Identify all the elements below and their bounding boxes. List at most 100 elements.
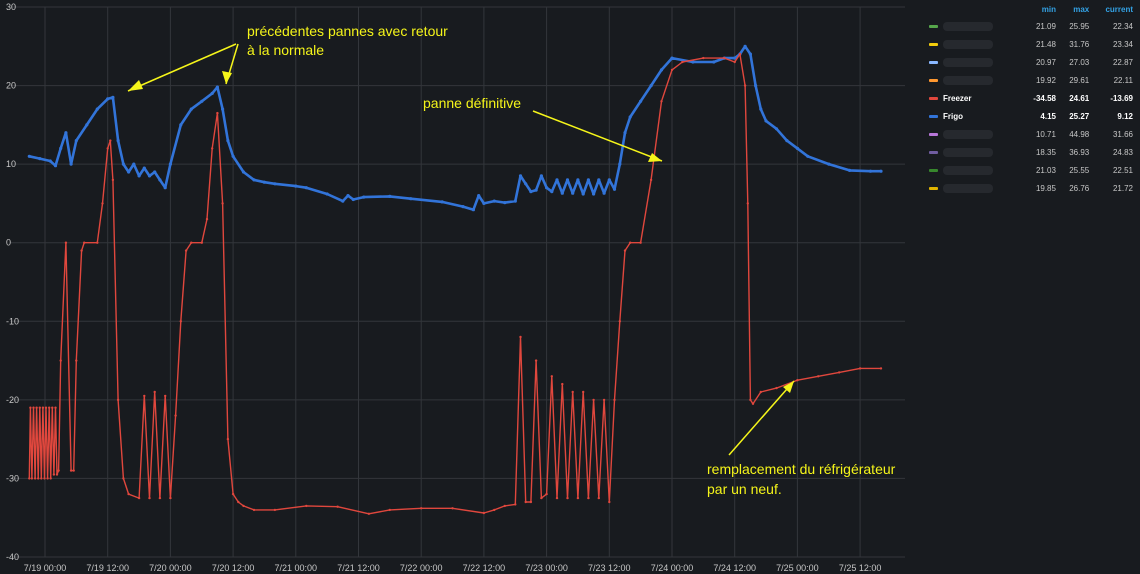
data-point [759, 390, 762, 394]
data-point [106, 147, 109, 150]
data-point [37, 477, 40, 480]
data-point [545, 186, 549, 190]
legend-header-min[interactable]: min [1041, 5, 1056, 14]
data-point [59, 146, 63, 150]
y-axis-ticks: 30 20 10 0 -10 -20 -30 -40 [6, 2, 19, 562]
data-point [83, 241, 86, 244]
data-point [72, 469, 75, 472]
legend: min max current 21.09 25.95 22.34 21.48 31.7… [927, 4, 1135, 197]
legend-swatch-icon [929, 186, 938, 190]
data-point [252, 178, 256, 182]
legend-current-value: 22.51 [1112, 165, 1133, 175]
annotation-1-line-2: à la normale [247, 42, 324, 58]
legend-header-current[interactable]: current [1105, 5, 1133, 14]
legend-row[interactable]: 19.92 29.61 22.11 [927, 71, 1135, 89]
data-point [362, 195, 366, 199]
data-point [200, 99, 204, 103]
legend-row[interactable]: Frigo 4.15 25.27 9.12 [927, 107, 1135, 125]
data-point [29, 406, 32, 409]
data-point [221, 107, 225, 111]
legend-row[interactable]: 20.97 27.03 22.87 [927, 53, 1135, 71]
data-point [670, 56, 674, 60]
data-point [48, 406, 51, 409]
data-point [32, 406, 35, 409]
legend-series-name[interactable] [927, 179, 1021, 197]
legend-series-name[interactable]: Frigo [927, 107, 1021, 125]
legend-series-name[interactable] [927, 53, 1021, 71]
arrow-line-3 [532, 110, 663, 162]
legend-row[interactable]: 21.48 31.76 23.34 [927, 35, 1135, 53]
legend-current-value: 9.12 [1117, 111, 1133, 121]
data-point [795, 146, 800, 150]
data-point [74, 139, 78, 143]
data-point [629, 241, 632, 244]
data-point [681, 60, 684, 64]
data-point [482, 511, 486, 515]
legend-series-name[interactable] [927, 143, 1021, 161]
data-point [54, 406, 57, 409]
data-point [723, 56, 726, 60]
data-point [147, 174, 152, 178]
annotation-2-line-1: panne définitive [423, 95, 521, 111]
x-tick-label: 7/24 12:00 [713, 563, 756, 573]
data-point [59, 359, 62, 362]
data-point [27, 154, 31, 158]
legend-label: Freezer [943, 93, 972, 103]
legend-label [943, 147, 993, 157]
legend-max-value: 24.61 [1069, 93, 1090, 103]
data-point [52, 473, 56, 476]
data-point [743, 44, 747, 48]
data-point [325, 192, 329, 196]
legend-row[interactable]: 19.85 26.76 21.72 [927, 179, 1135, 197]
legend-series-name[interactable]: Freezer [927, 89, 1021, 107]
data-point [471, 208, 475, 212]
x-tick-label: 7/24 00:00 [651, 563, 694, 573]
data-point [817, 375, 820, 378]
legend-header-row: min max current [927, 4, 1135, 17]
legend-max-value: 25.55 [1069, 165, 1090, 175]
series-line-freezer [28, 53, 881, 515]
y-tick-label: 0 [6, 238, 11, 248]
data-point [252, 508, 256, 512]
legend-series-name[interactable] [927, 161, 1021, 179]
arrow-head-3 [648, 153, 662, 162]
legend-current-value: 22.87 [1112, 57, 1133, 67]
legend-current-value: 23.34 [1112, 39, 1133, 49]
data-point [514, 503, 517, 506]
temperature-chart[interactable]: 30 20 10 0 -10 -20 -30 -40 7/19 00:00 7/19 12:00… [0, 0, 920, 574]
data-point [754, 84, 758, 88]
legend-row[interactable]: Freezer -34.58 24.61 -13.69 [927, 89, 1135, 107]
legend-row[interactable]: 10.71 44.98 31.66 [927, 125, 1135, 143]
data-point [190, 241, 193, 244]
legend-series-name[interactable] [927, 17, 1021, 35]
data-point [158, 496, 162, 500]
legend-series-name[interactable] [927, 71, 1021, 89]
data-point [649, 84, 653, 88]
data-point [858, 367, 862, 370]
data-point [838, 371, 841, 374]
data-point [95, 107, 99, 111]
data-point [550, 190, 554, 194]
legend-label [943, 57, 993, 67]
legend-row[interactable]: 18.35 36.93 24.83 [927, 143, 1135, 161]
data-point [608, 500, 611, 504]
data-point [639, 241, 642, 244]
data-point [143, 394, 146, 398]
data-point [581, 192, 585, 196]
legend-series-name[interactable] [927, 125, 1021, 143]
data-point [127, 492, 130, 496]
series-line-frigo [29, 44, 881, 211]
data-point [461, 205, 465, 209]
legend-row[interactable]: 21.03 25.55 22.51 [927, 161, 1135, 179]
legend-header-max[interactable]: max [1073, 5, 1090, 14]
data-point [566, 496, 569, 500]
annotation-1-line-1: précédentes pannes avec retour [247, 23, 448, 39]
x-axis-ticks: 7/19 00:00 7/19 12:00 7/20 00:00 7/20 12:00… [24, 563, 882, 573]
data-point [46, 477, 49, 480]
arrow-head-2 [222, 71, 232, 84]
legend-series-name[interactable] [927, 35, 1021, 53]
data-point [659, 68, 664, 72]
legend-row[interactable]: 21.09 25.95 22.34 [927, 17, 1135, 35]
data-point [215, 85, 219, 89]
legend-current-value: 21.72 [1112, 183, 1133, 193]
